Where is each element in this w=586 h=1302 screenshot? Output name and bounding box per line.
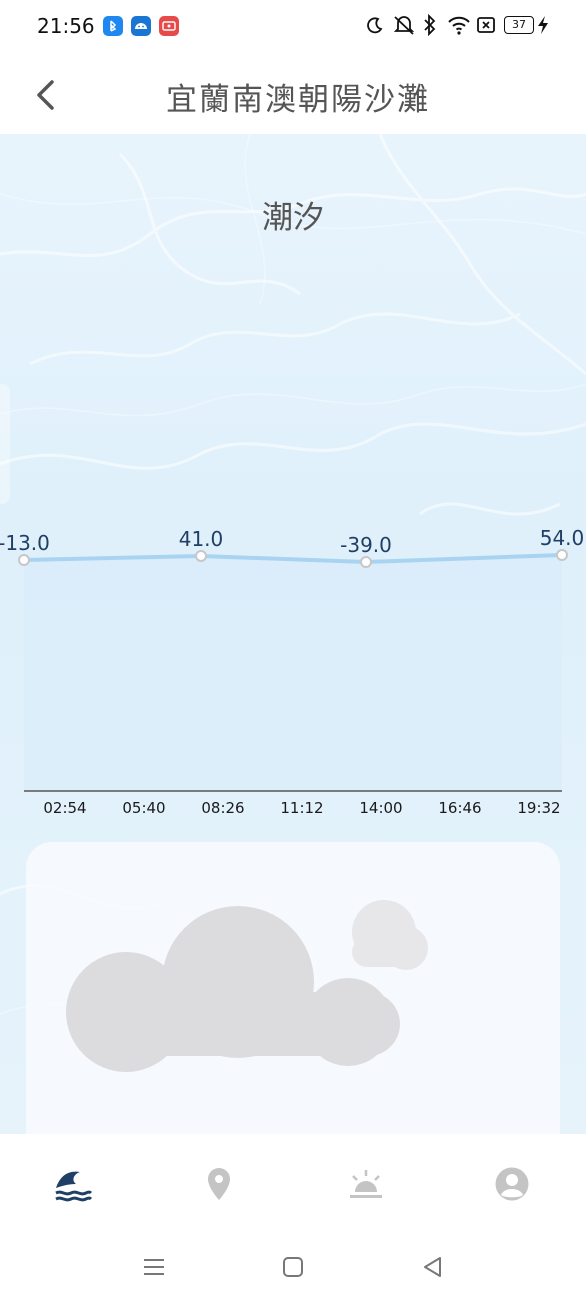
nav-location[interactable] [199, 1164, 239, 1204]
nav-tide[interactable] [53, 1164, 93, 1204]
header: 宜蘭南澳朝陽沙灘 [0, 52, 586, 134]
page-title: 宜蘭南澳朝陽沙灘 [166, 82, 430, 118]
chart-series-line [23, 553, 563, 565]
no-sim-icon [476, 14, 496, 36]
charging-icon [536, 14, 550, 36]
chart-x-tick-label: 19:32 [517, 799, 560, 817]
screen-record-icon [159, 16, 179, 36]
chart-x-tick-label: 11:12 [280, 799, 323, 817]
nav-sunrise[interactable] [346, 1164, 386, 1204]
menu-icon[interactable] [139, 1252, 169, 1282]
chart-point [556, 549, 568, 561]
side-handle[interactable] [0, 384, 10, 504]
battery-icon: 37 [503, 14, 535, 36]
section-title: 潮汐 [262, 200, 324, 236]
moon-icon [366, 14, 384, 36]
chart-x-tick-label: 02:54 [43, 799, 86, 817]
chart-point [18, 554, 30, 567]
chart-x-tick-label: 14:00 [359, 799, 402, 817]
back-button[interactable] [28, 76, 68, 116]
bluetooth-app-icon [103, 16, 123, 36]
status-bar: 21:56 37 [0, 0, 586, 52]
chart-area-fill [24, 555, 562, 791]
wifi-icon [447, 14, 471, 36]
bluetooth-icon [422, 14, 438, 36]
bottom-nav [0, 1134, 586, 1302]
chart-point [195, 549, 207, 562]
battery-level: 37 [504, 16, 534, 34]
sunrise-icon [350, 1170, 382, 1198]
location-pin-icon [208, 1168, 230, 1200]
weather-card[interactable] [26, 842, 560, 1134]
tide-chart: -13.0 41.0 -39.0 54.0 02:54 05:40 08:26 11:12 1… [0, 526, 585, 817]
chart-x-tick-label: 08:26 [201, 799, 244, 817]
back-triangle-icon[interactable] [418, 1252, 448, 1282]
wave-icon [55, 1171, 92, 1202]
chart-x-tick-label: 05:40 [122, 799, 165, 817]
chart-data-label: -39.0 [340, 533, 392, 557]
chart-x-tick-label: 16:46 [438, 799, 481, 817]
nav-profile[interactable] [492, 1164, 532, 1204]
chart-data-label: 41.0 [179, 527, 224, 551]
home-icon[interactable] [278, 1252, 308, 1282]
chart-point [360, 556, 372, 568]
cloud-icon [66, 900, 428, 1072]
chevron-left-icon [37, 80, 54, 110]
status-time: 21:56 [37, 14, 95, 38]
mute-icon [392, 14, 416, 36]
chart-data-label: -13.0 [0, 531, 50, 555]
android-app-icon [131, 16, 151, 36]
chart-data-label: 54.0 [540, 526, 585, 550]
user-profile-icon [495, 1167, 529, 1201]
main-content[interactable]: 潮汐 -13.0 41.0 -39.0 54.0 02:54 05:40 08:26 11:… [0, 134, 586, 1134]
